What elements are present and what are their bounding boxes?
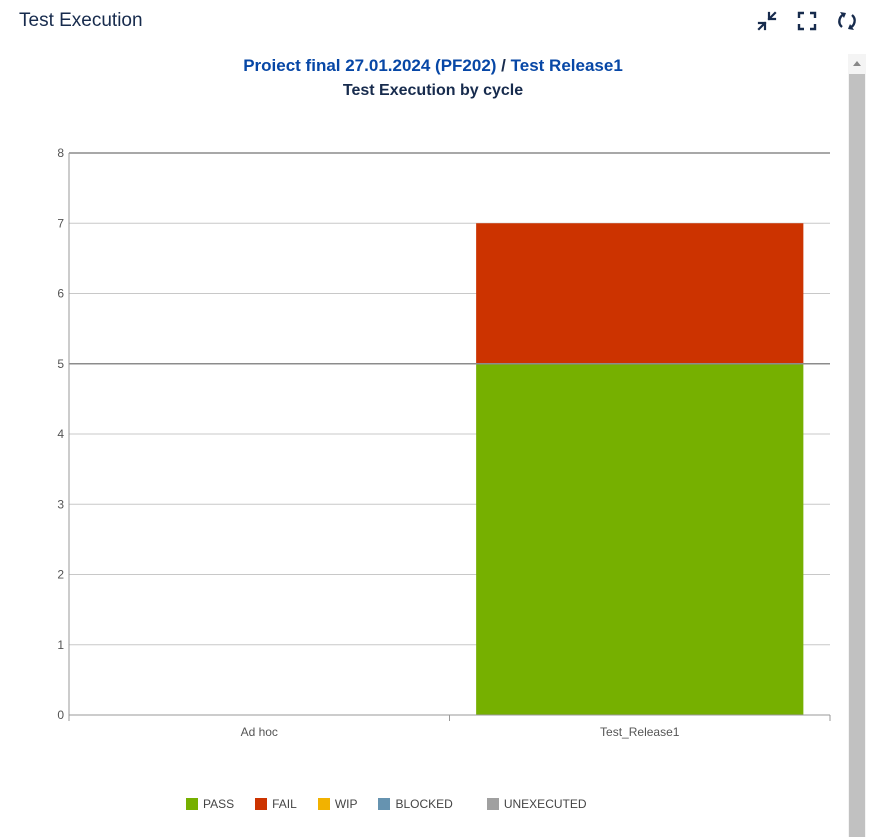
scrollbar[interactable] — [848, 54, 866, 837]
fullscreen-icon — [797, 11, 817, 31]
caret-up-icon — [853, 61, 861, 66]
refresh-icon — [838, 12, 856, 30]
y-tick-label: 2 — [57, 568, 64, 582]
project-link[interactable]: Proiect final 27.01.2024 (PF202) — [243, 56, 497, 75]
chart-subtitle: Test Execution by cycle — [342, 82, 524, 99]
legend-swatch — [186, 798, 198, 810]
y-tick-label: 0 — [57, 708, 64, 722]
bar-segment-pass — [476, 363, 804, 715]
y-tick-label: 6 — [57, 287, 64, 301]
legend-swatch — [486, 798, 499, 810]
gadget-toolbar — [754, 8, 860, 34]
legend-swatch — [378, 798, 391, 810]
bar-segment-fail — [476, 223, 804, 364]
scrollbar-thumb[interactable] — [849, 74, 865, 837]
legend-item-blocked[interactable]: BLOCKED — [378, 797, 453, 811]
legend-swatch — [317, 798, 330, 810]
scroll-up-button[interactable] — [848, 54, 866, 72]
legend-item-pass[interactable]: PASS — [186, 797, 234, 811]
gadget-title: Test Execution — [19, 10, 143, 31]
y-tick-label: 4 — [57, 427, 64, 441]
legend-item-wip[interactable]: WIP — [317, 797, 358, 811]
minimize-icon — [757, 11, 777, 31]
refresh-button[interactable] — [834, 8, 860, 34]
legend-label: FAIL — [272, 797, 297, 811]
breadcrumb-separator: / — [496, 56, 511, 75]
chart-breadcrumb: Proiect final 27.01.2024 (PF202) / Test … — [0, 56, 866, 76]
x-tick-label: Test_Release1 — [600, 725, 680, 739]
y-tick-label: 7 — [57, 216, 64, 230]
y-tick-label: 8 — [57, 146, 64, 160]
y-tick-label: 3 — [57, 497, 64, 511]
legend-swatch — [255, 798, 268, 810]
legend-item-unexecuted[interactable]: UNEXECUTED — [486, 797, 587, 811]
fullscreen-button[interactable] — [794, 8, 820, 34]
legend-label: UNEXECUTED — [503, 797, 587, 811]
y-tick-label: 5 — [57, 357, 64, 371]
chart-legend: PASS FAIL WIP BLOCKED UNEXECUTED — [186, 797, 587, 811]
x-tick-label: Ad hoc — [241, 725, 278, 739]
legend-item-fail[interactable]: FAIL — [255, 797, 297, 811]
legend-label: BLOCKED — [395, 797, 453, 811]
minimize-button[interactable] — [754, 8, 780, 34]
chart-canvas: 0 1 2 3 4 5 6 7 8 Ad hoc Test_Release1 — [57, 146, 831, 739]
y-tick-label: 1 — [57, 638, 64, 652]
release-link[interactable]: Test Release1 — [510, 56, 623, 75]
legend-label: WIP — [334, 797, 358, 811]
legend-label: PASS — [203, 797, 235, 811]
